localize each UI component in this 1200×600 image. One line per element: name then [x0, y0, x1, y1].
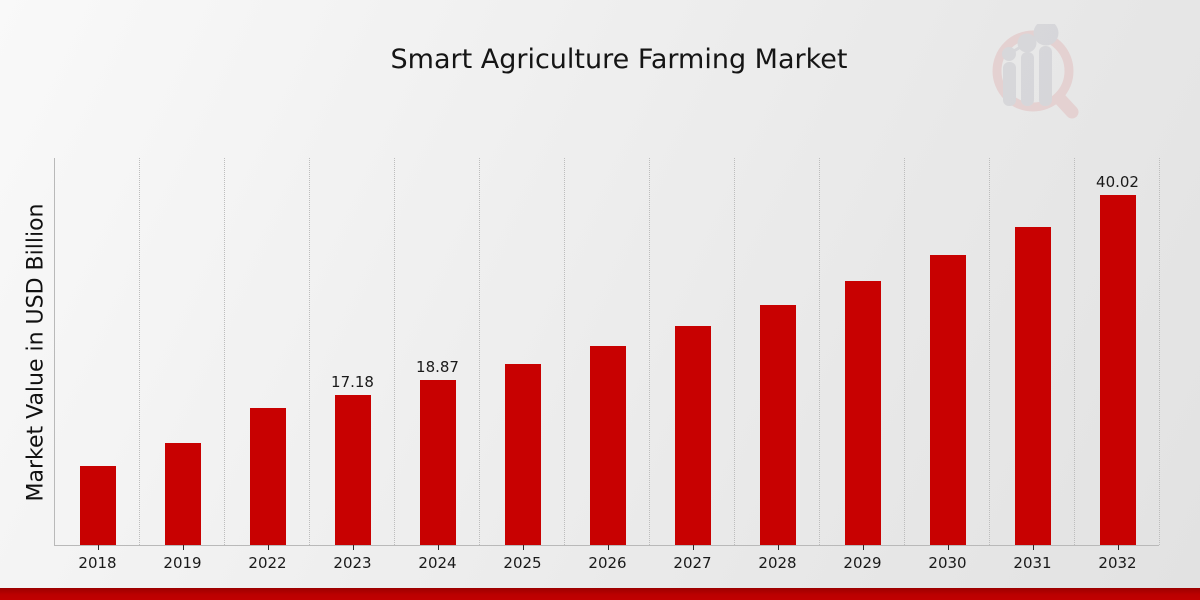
bar-2023	[334, 395, 371, 545]
gridline	[394, 158, 395, 545]
x-tick-label-2031: 2031	[1013, 554, 1052, 572]
x-tick-label-2032: 2032	[1098, 554, 1137, 572]
x-tick-label-2028: 2028	[758, 554, 797, 572]
gridline	[819, 158, 820, 545]
gridline	[1159, 158, 1160, 545]
x-axis-tick	[352, 545, 354, 550]
x-axis-tick	[777, 545, 779, 550]
bar-chart-magnifier-logo-icon	[992, 24, 1079, 119]
x-tick-label-2024: 2024	[418, 554, 457, 572]
gridline	[224, 158, 225, 545]
gridline	[649, 158, 650, 545]
bar-2032	[1099, 195, 1136, 545]
bar-2025	[504, 364, 541, 545]
bar-2019	[164, 443, 201, 545]
bar-2029	[844, 281, 881, 545]
gridline	[309, 158, 310, 545]
x-axis-tick	[182, 545, 184, 550]
bar-value-label-2024: 18.87	[416, 358, 459, 376]
gridline	[1074, 158, 1075, 545]
gridline	[989, 158, 990, 545]
bar-value-label-2023: 17.18	[331, 373, 374, 391]
x-tick-label-2030: 2030	[928, 554, 967, 572]
x-tick-label-2027: 2027	[673, 554, 712, 572]
x-axis-tick	[267, 545, 269, 550]
gridline	[139, 158, 140, 545]
plot-area: 2018 2019 2022 17.18 2023 18.87 2024 2025 2026 20…	[54, 158, 1160, 572]
bar-value-label-2032: 40.02	[1096, 173, 1139, 191]
x-tick-label-2029: 2029	[843, 554, 882, 572]
x-tick-label-2023: 2023	[333, 554, 372, 572]
x-axis-tick	[437, 545, 439, 550]
bar-2027	[674, 326, 711, 545]
x-tick-label-2022: 2022	[248, 554, 287, 572]
footer-accent-bar	[0, 588, 1200, 600]
y-axis-label: Market Value in USD Billion	[23, 203, 49, 502]
x-axis-tick	[97, 545, 99, 550]
x-axis-tick	[947, 545, 949, 550]
x-tick-label-2026: 2026	[588, 554, 627, 572]
gridline	[479, 158, 480, 545]
gridline	[564, 158, 565, 545]
x-axis-tick	[607, 545, 609, 550]
x-axis-tick	[1032, 545, 1034, 550]
x-axis-tick	[862, 545, 864, 550]
bar-2031	[1014, 227, 1051, 545]
bar-2022	[249, 408, 286, 545]
x-axis-tick	[522, 545, 524, 550]
gridline	[734, 158, 735, 545]
x-axis-tick	[1117, 545, 1119, 550]
x-tick-label-2018: 2018	[78, 554, 117, 572]
bar-2028	[759, 305, 796, 545]
chart-title: Smart Agriculture Farming Market	[390, 44, 848, 75]
x-tick-label-2019: 2019	[163, 554, 202, 572]
x-axis-tick	[692, 545, 694, 550]
gridline	[904, 158, 905, 545]
bar-2024	[419, 380, 456, 545]
x-tick-label-2025: 2025	[503, 554, 542, 572]
bar-2018	[79, 466, 116, 545]
bar-2030	[929, 255, 966, 545]
bar-2026	[589, 346, 626, 545]
